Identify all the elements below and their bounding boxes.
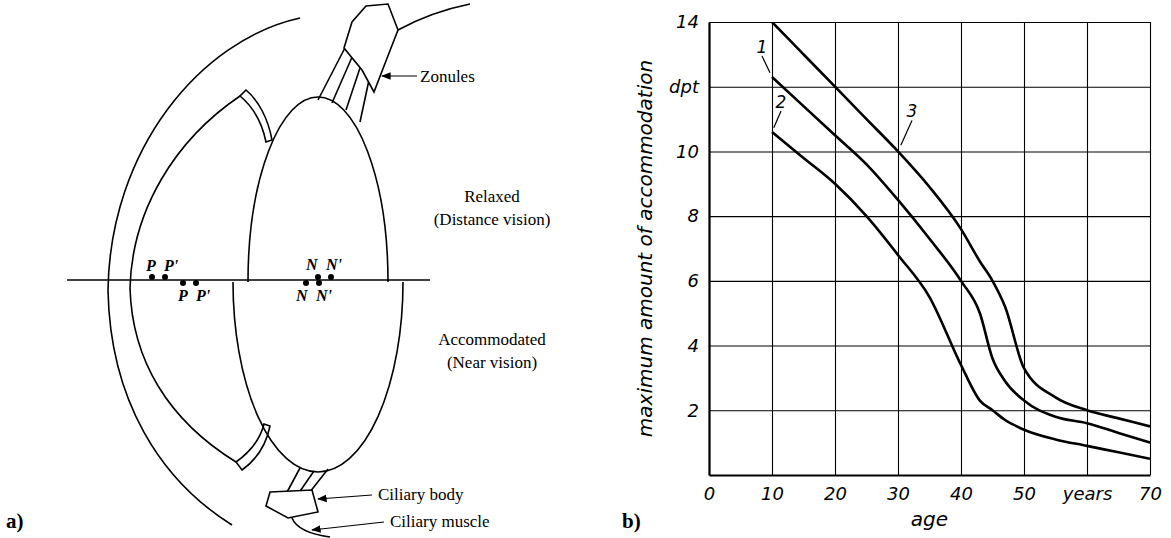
grid-line — [709, 216, 1150, 217]
tick-label: 0 — [704, 483, 715, 504]
cornea-inner — [130, 96, 240, 462]
cardinal-point — [316, 280, 322, 286]
zonule — [318, 42, 348, 100]
grid-line — [961, 22, 962, 475]
series-label: 1 — [757, 37, 768, 57]
tick: 50 — [1013, 22, 1036, 504]
cardinal-point-label: P' — [195, 287, 211, 304]
tick: 40 — [950, 22, 973, 504]
tick-label: 70 — [1139, 483, 1162, 504]
cardinal-point — [149, 274, 155, 280]
ciliary-muscle — [398, 4, 470, 30]
grid-line — [709, 87, 1150, 88]
tick-label: 14 — [676, 11, 699, 32]
tick: 70 — [1139, 22, 1162, 504]
cardinal-point-label: N — [305, 256, 319, 273]
curve-labels: 1 2 3 — [757, 37, 918, 145]
eye-diagram: P P' P P' N N' N N' Zonules Relaxed (Distance visi… — [67, 4, 550, 537]
tick-label: 20 — [824, 483, 847, 504]
curve — [772, 132, 1150, 459]
lens-accommodated — [233, 282, 403, 472]
tick-label: 6 — [688, 270, 699, 291]
grid-line — [709, 346, 1150, 347]
diagram-label: Ciliary muscle — [390, 512, 490, 531]
optical-axis — [67, 279, 430, 281]
x-axis-title: age — [911, 507, 948, 531]
grid-line — [1150, 22, 1151, 475]
cardinal-point-label: P — [145, 257, 156, 274]
tick: 14 — [676, 11, 1150, 32]
iris — [240, 90, 272, 142]
tick-label: dpt — [669, 76, 700, 97]
diagram-label: Ciliary body — [378, 485, 464, 504]
cardinal-point — [303, 280, 309, 286]
y-axis: 2 4 6 8 10 dpt 14 — [669, 11, 1150, 475]
grid-line — [1087, 22, 1088, 475]
grid-line — [709, 281, 1150, 282]
cardinal-point — [193, 280, 199, 286]
grid-line — [772, 22, 773, 475]
cornea-outer — [108, 18, 300, 525]
tick-label: 8 — [688, 205, 699, 226]
grid-line — [1024, 22, 1025, 475]
diagram-label: Relaxed — [464, 187, 520, 206]
leader-line — [762, 56, 770, 73]
series-label: 2 — [776, 92, 787, 112]
tick: 2 — [688, 400, 1150, 421]
tick: 0 — [704, 22, 715, 504]
leader-line — [901, 120, 912, 145]
label-arrow — [382, 75, 417, 76]
cardinal-point-label: P' — [163, 257, 179, 274]
tick-label: 10 — [676, 141, 699, 162]
tick: 4 — [688, 335, 1150, 356]
tick-label: 10 — [761, 483, 784, 504]
tick-label: 4 — [688, 335, 699, 356]
curve — [772, 77, 1150, 443]
grid-line — [709, 22, 710, 475]
panel-label: a) — [6, 509, 24, 533]
y-axis-title: maximum amount of accommodation — [633, 60, 657, 437]
plot-area — [772, 22, 1150, 459]
ciliary-muscle — [292, 518, 330, 537]
tick-label: 40 — [950, 483, 973, 504]
grid-line — [898, 22, 899, 475]
cardinal-point — [328, 274, 334, 280]
axis-line — [710, 474, 1151, 476]
tick: years — [1062, 22, 1113, 504]
grid-line — [709, 151, 1150, 152]
diagram-label: Accommodated — [438, 330, 546, 349]
cardinal-point-label: N' — [325, 256, 343, 273]
figure: P P' P P' N N' N N' Zonules Relaxed (Distance visi… — [0, 0, 1171, 538]
label-arrow — [312, 522, 384, 530]
tick: 30 — [887, 22, 910, 504]
ciliary-body — [344, 4, 398, 92]
cardinal-point — [180, 280, 186, 286]
tick-label: 30 — [887, 483, 910, 504]
diagram-label: (Near vision) — [447, 353, 537, 372]
axis-line — [708, 23, 710, 476]
tick-label: years — [1062, 483, 1113, 504]
tick-label: 2 — [688, 400, 699, 421]
x-axis: 0 10 20 30 40 50 years 70 — [704, 22, 1162, 504]
cardinal-point-label: N' — [315, 287, 333, 304]
tick-label: 50 — [1013, 483, 1036, 504]
panel-label: b) — [622, 509, 641, 533]
ciliary-body — [266, 490, 318, 518]
curve — [772, 22, 1150, 426]
cardinal-point — [162, 274, 168, 280]
cardinal-point-label: P — [177, 287, 188, 304]
diagram-label: (Distance vision) — [434, 210, 551, 229]
series-label: 3 — [907, 101, 918, 121]
label-arrow — [318, 495, 372, 499]
grid-line — [835, 22, 836, 475]
cardinal-point-label: N — [295, 287, 309, 304]
lens-relaxed — [248, 97, 388, 282]
grid-line — [709, 22, 1150, 23]
tick: 10 — [676, 141, 1150, 162]
cardinal-point — [315, 274, 321, 280]
diagram-label: Zonules — [420, 67, 475, 86]
leader-line — [774, 111, 781, 128]
tick: dpt — [669, 76, 1150, 97]
